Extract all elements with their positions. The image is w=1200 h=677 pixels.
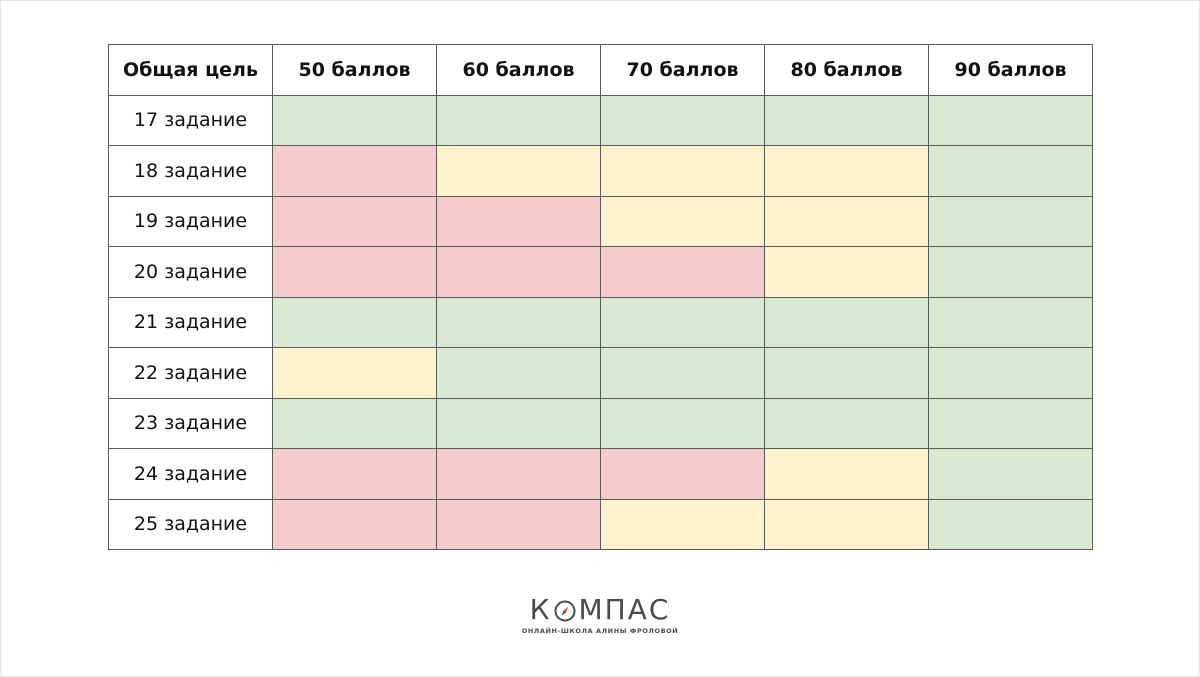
status-cell-yellow: [764, 195, 929, 247]
header-corner: Общая цель: [108, 44, 273, 96]
status-cell-yellow: [600, 145, 765, 197]
status-cell-green: [600, 347, 765, 399]
header-col-90: 90 баллов: [928, 44, 1093, 96]
status-cell-red: [436, 498, 601, 550]
status-cell-green: [436, 94, 601, 146]
status-cell-green: [436, 296, 601, 348]
status-cell-red: [436, 246, 601, 298]
logo-wordmark-end: МПАС: [578, 593, 671, 626]
table-row: 24 задание: [108, 448, 1093, 500]
row-label: 24 задание: [108, 448, 273, 500]
status-cell-green: [764, 94, 929, 146]
status-cell-green: [928, 246, 1093, 298]
status-cell-green: [600, 94, 765, 146]
status-cell-green: [764, 296, 929, 348]
status-cell-yellow: [764, 145, 929, 197]
status-cell-yellow: [436, 145, 601, 197]
row-label: 17 задание: [108, 94, 273, 146]
status-cell-green: [436, 347, 601, 399]
header-col-70: 70 баллов: [600, 44, 765, 96]
row-label: 20 задание: [108, 246, 273, 298]
status-cell-green: [764, 397, 929, 449]
status-cell-red: [436, 195, 601, 247]
table-row: 20 задание: [108, 246, 1093, 298]
status-cell-red: [272, 448, 437, 500]
status-cell-green: [928, 296, 1093, 348]
status-cell-red: [272, 145, 437, 197]
row-label: 23 задание: [108, 397, 273, 449]
row-label: 22 задание: [108, 347, 273, 399]
status-cell-green: [928, 448, 1093, 500]
goals-table: Общая цель 50 баллов 60 баллов 70 баллов…: [108, 44, 1093, 550]
row-label: 19 задание: [108, 195, 273, 247]
status-cell-green: [272, 94, 437, 146]
header-col-50: 50 баллов: [272, 44, 437, 96]
logo: К МПАС ОНЛАЙН-ШКОЛА АЛИНЫ ФРОЛОВОЙ: [0, 596, 1200, 636]
table-row: 22 задание: [108, 347, 1093, 399]
table-row: 25 задание: [108, 498, 1093, 550]
status-cell-yellow: [764, 448, 929, 500]
status-cell-yellow: [764, 498, 929, 550]
header-col-60: 60 баллов: [436, 44, 601, 96]
table-row: 18 задание: [108, 145, 1093, 197]
status-cell-yellow: [600, 195, 765, 247]
row-label: 21 задание: [108, 296, 273, 348]
compass-icon: [554, 599, 576, 622]
status-cell-green: [928, 498, 1093, 550]
header-col-80: 80 баллов: [764, 44, 929, 96]
status-cell-yellow: [764, 246, 929, 298]
logo-wordmark: К МПАС: [530, 596, 671, 624]
status-cell-red: [272, 195, 437, 247]
status-cell-red: [272, 498, 437, 550]
status-cell-green: [928, 397, 1093, 449]
status-cell-green: [272, 296, 437, 348]
status-cell-green: [928, 145, 1093, 197]
logo-subtitle: ОНЛАЙН-ШКОЛА АЛИНЫ ФРОЛОВОЙ: [521, 627, 679, 635]
status-cell-yellow: [600, 498, 765, 550]
status-cell-green: [600, 296, 765, 348]
table-row: 21 задание: [108, 296, 1093, 348]
status-cell-yellow: [272, 347, 437, 399]
status-cell-green: [928, 195, 1093, 247]
table-body: 17 задание 18 задание 19 задание 20 задание…: [108, 94, 1093, 550]
row-label: 25 задание: [108, 498, 273, 550]
status-cell-green: [600, 397, 765, 449]
logo-wordmark-start: К: [529, 593, 552, 626]
status-cell-red: [272, 246, 437, 298]
row-label: 18 задание: [108, 145, 273, 197]
status-cell-green: [928, 347, 1093, 399]
table-row: 17 задание: [108, 94, 1093, 146]
status-cell-green: [436, 397, 601, 449]
header-row: Общая цель 50 баллов 60 баллов 70 баллов…: [108, 44, 1093, 96]
status-cell-red: [436, 448, 601, 500]
status-cell-green: [928, 94, 1093, 146]
table-row: 23 задание: [108, 397, 1093, 449]
status-cell-green: [764, 347, 929, 399]
status-cell-red: [600, 448, 765, 500]
status-cell-green: [272, 397, 437, 449]
status-cell-red: [600, 246, 765, 298]
table-row: 19 задание: [108, 195, 1093, 247]
